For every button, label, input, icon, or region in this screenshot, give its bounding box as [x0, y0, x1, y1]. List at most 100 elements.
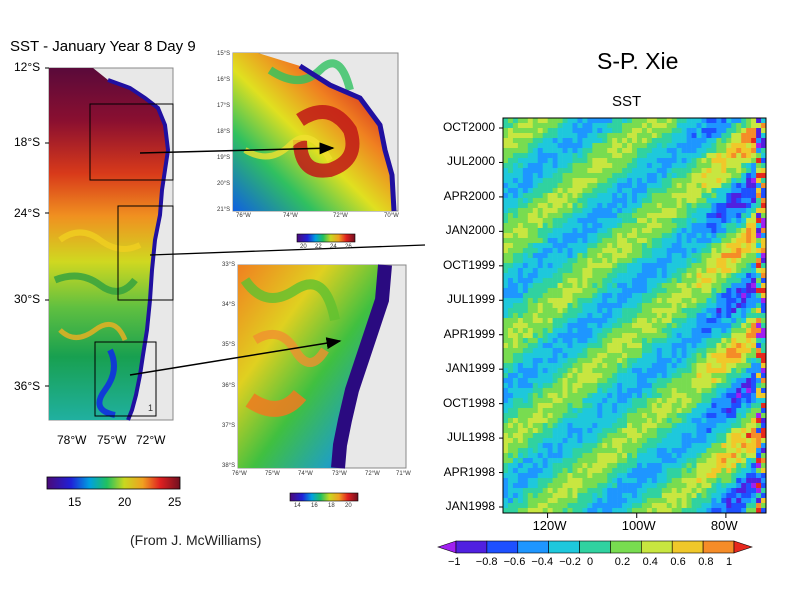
map-corner-label: 1 — [148, 403, 154, 413]
time-tick-label: JAN1998 — [445, 499, 495, 513]
zoom-top-colorbar — [296, 233, 356, 243]
colorbar-tick-label: 0 — [587, 556, 594, 568]
arrow-north-zoom — [139, 142, 335, 155]
zoom-lon-label: 75°W — [265, 471, 280, 477]
zoom-lon-label: 76°W — [232, 471, 247, 477]
zoom-colorbar-label: 22 — [315, 244, 322, 250]
colorbar-tick-label: −1 — [448, 556, 461, 568]
zoom-lat-label: 36°S — [222, 383, 236, 389]
arrow-south-zoom — [129, 337, 342, 376]
zoom-lon-label: 72°W — [365, 471, 380, 477]
left-colorbar — [46, 476, 181, 490]
zoom-lat-label: 20°S — [217, 181, 231, 187]
colorbar-segment — [548, 540, 580, 554]
colorbar-segment — [610, 540, 642, 554]
time-tick-label: APR2000 — [443, 188, 495, 203]
colorbar-segment — [455, 540, 488, 554]
lat-label: 36°S — [14, 379, 41, 393]
zoom-lon-label: 74°W — [283, 213, 298, 219]
zoom-colorbar-label: 20 — [300, 244, 307, 250]
colorbar-label: 25 — [168, 495, 182, 509]
zoom-lat-label: 21°S — [217, 207, 231, 213]
time-tick-label: APR1999 — [443, 326, 495, 341]
zoom-bottom-map — [237, 264, 407, 469]
zoom-lat-label: 15°S — [217, 51, 231, 57]
time-tick-label: JUL1998 — [446, 430, 495, 445]
lon-tick-label: 80W — [710, 518, 738, 533]
time-tick-label: JUL2000 — [446, 154, 495, 169]
zoom-lat-label: 17°S — [217, 103, 231, 109]
zoom-lat-label: 34°S — [222, 302, 236, 308]
left-sst-map — [45, 67, 174, 421]
colorbar-segment — [702, 540, 735, 554]
colorbar-segment — [486, 540, 519, 554]
zoom-lat-label: 38°S — [222, 463, 236, 469]
time-tick-label: OCT1998 — [442, 395, 495, 410]
lat-label: 24°S — [14, 206, 41, 220]
time-tick-label: OCT2000 — [442, 120, 495, 134]
lon-label: 78°W — [57, 433, 87, 447]
zoom-colorbar-label: 24 — [330, 244, 337, 250]
colorbar-segment — [671, 540, 704, 554]
hovmoller-colorbar — [437, 540, 753, 554]
lon-tick-label: 100W — [621, 518, 656, 533]
time-tick-label: APR1998 — [443, 464, 495, 479]
zoom-top-map — [232, 52, 399, 212]
colorbar-label: 20 — [118, 495, 132, 509]
author-label: S-P. Xie — [597, 48, 679, 74]
zoom-lat-label: 18°S — [217, 129, 231, 135]
colorbar-tick-label: −0.6 — [503, 556, 526, 568]
zoom-colorbar-label: 20 — [345, 503, 352, 509]
zoom-lat-label: 35°S — [222, 342, 236, 348]
colorbar-max-triangle — [733, 540, 753, 554]
zoom-bottom-colorbar — [289, 492, 359, 502]
time-tick-label: OCT1999 — [442, 257, 495, 272]
zoom-lat-label: 19°S — [217, 155, 231, 161]
colorbar-tick-label: 0.4 — [642, 556, 658, 568]
connector-central — [149, 244, 426, 256]
zoom-lon-label: 73°W — [332, 471, 347, 477]
hovmoller-diagram — [499, 118, 767, 518]
colorbar-segment — [579, 540, 611, 554]
time-tick-label: JAN2000 — [445, 223, 495, 238]
lon-label: 75°W — [97, 433, 127, 447]
colorbar-tick-label: −0.8 — [475, 556, 498, 568]
zoom-lat-label: 37°S — [222, 423, 236, 429]
lat-label: 12°S — [14, 60, 41, 74]
zoom-lat-label: 16°S — [217, 77, 231, 83]
figure-title: SST - January Year 8 Day 9 — [10, 38, 196, 55]
zoom-lon-label: 71°W — [396, 471, 411, 477]
lon-label: 72°W — [136, 433, 166, 447]
credit-label: (From J. McWilliams) — [130, 532, 262, 548]
colorbar-segment — [641, 540, 673, 554]
zoom-lon-label: 72°W — [333, 213, 348, 219]
zoom-colorbar-label: 14 — [294, 503, 301, 509]
zoom-box-north — [89, 103, 174, 181]
colorbar-tick-label: 0.2 — [614, 556, 631, 568]
colorbar-tick-label: 0.6 — [670, 556, 686, 568]
zoom-colorbar-label: 26 — [345, 244, 352, 250]
colorbar-tick-label: 1 — [726, 556, 733, 568]
zoom-colorbar-label: 18 — [328, 503, 335, 509]
colorbar-label: 15 — [68, 495, 82, 509]
zoom-lat-label: 33°S — [222, 262, 236, 268]
lat-label: 30°S — [14, 292, 41, 306]
colorbar-tick-label: −0.2 — [559, 556, 581, 568]
zoom-lon-label: 70°W — [384, 213, 399, 219]
lon-tick-label: 120W — [532, 518, 567, 533]
time-tick-label: JAN1999 — [445, 361, 495, 376]
zoom-lon-label: 76°W — [236, 213, 251, 219]
zoom-box-central — [117, 205, 174, 301]
time-tick-label: JUL1999 — [446, 292, 495, 307]
zoom-lon-label: 74°W — [298, 471, 313, 477]
zoom-box-south — [94, 341, 157, 417]
hovmoller-frame — [502, 117, 767, 514]
lat-label: 18°S — [14, 135, 41, 149]
colorbar-segment — [517, 540, 549, 554]
hovmoller-title: SST — [612, 93, 642, 110]
colorbar-min-triangle — [437, 540, 457, 554]
zoom-colorbar-label: 16 — [311, 503, 318, 509]
colorbar-tick-label: 0.8 — [698, 556, 714, 568]
colorbar-tick-label: −0.4 — [531, 556, 554, 568]
